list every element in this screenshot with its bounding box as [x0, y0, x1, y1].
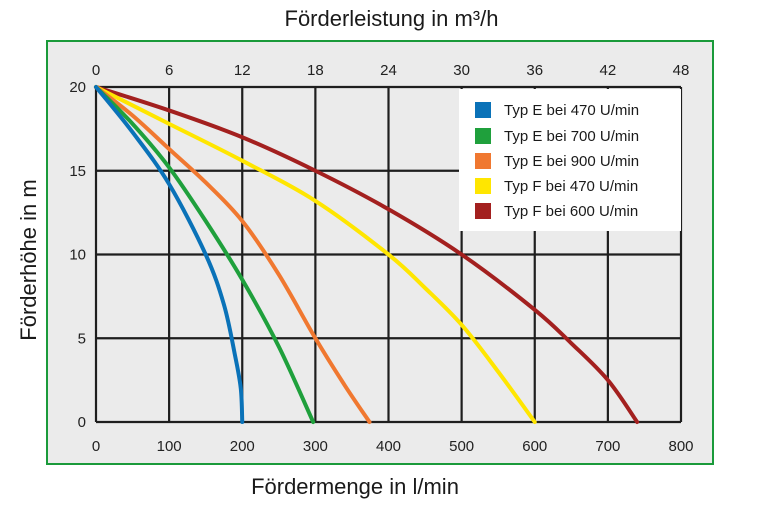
x-tick-label: 100 — [157, 438, 182, 455]
legend-swatch — [475, 203, 491, 219]
x-tick-label: 800 — [668, 438, 693, 455]
curve-line — [94, 85, 372, 424]
curve-line — [94, 85, 537, 424]
x-tick-label: 400 — [376, 438, 401, 455]
legend-label: Typ E bei 700 U/min — [504, 127, 640, 145]
x-top-tick-label: 48 — [673, 62, 690, 79]
x-tick-label: 600 — [522, 438, 547, 455]
x-tick-label: 500 — [449, 438, 474, 455]
legend-label: Typ F bei 600 U/min — [504, 202, 639, 220]
curve-line — [94, 85, 640, 424]
x-top-tick-label: 24 — [380, 62, 397, 79]
legend-item: Typ E bei 700 U/min — [475, 126, 639, 146]
y-tick-label: 15 — [69, 163, 86, 180]
x-top-tick-label: 12 — [234, 62, 251, 79]
x-top-tick-label: 18 — [307, 62, 324, 79]
legend-label: Typ F bei 470 U/min — [504, 177, 639, 195]
curve-line — [94, 85, 245, 424]
legend-swatch — [475, 178, 491, 194]
y-axis-title: Förderhöhe in m — [16, 179, 41, 341]
legend-item: Typ F bei 470 U/min — [475, 176, 638, 196]
x-tick-label: 0 — [92, 438, 100, 455]
x-top-tick-label: 42 — [600, 62, 617, 79]
legend-item: Typ E bei 900 U/min — [475, 151, 639, 171]
y-tick-label: 5 — [78, 330, 86, 347]
x-tick-label: 200 — [230, 438, 255, 455]
legend-swatch — [475, 128, 491, 144]
x-axis-title: Fördermenge in l/min — [251, 474, 459, 499]
curve-line — [94, 85, 316, 424]
legend-label: Typ E bei 470 U/min — [504, 101, 640, 119]
top-axis-title: Förderleistung in m³/h — [284, 6, 499, 31]
x-tick-label: 300 — [303, 438, 328, 455]
legend: Typ E bei 470 U/min Typ E bei 700 U/min … — [459, 89, 681, 231]
legend-item: Typ F bei 600 U/min — [475, 201, 638, 221]
x-top-tick-label: 36 — [526, 62, 543, 79]
y-tick-label: 0 — [78, 414, 86, 431]
legend-swatch — [475, 102, 491, 118]
legend-item: Typ E bei 470 U/min — [475, 100, 639, 120]
legend-label: Typ E bei 900 U/min — [504, 152, 640, 170]
y-tick-label: 10 — [69, 247, 86, 264]
x-tick-label: 700 — [595, 438, 620, 455]
x-top-tick-label: 30 — [453, 62, 470, 79]
x-top-tick-label: 6 — [165, 62, 173, 79]
x-top-tick-label: 0 — [92, 62, 100, 79]
y-tick-label: 20 — [69, 79, 86, 96]
legend-swatch — [475, 153, 491, 169]
